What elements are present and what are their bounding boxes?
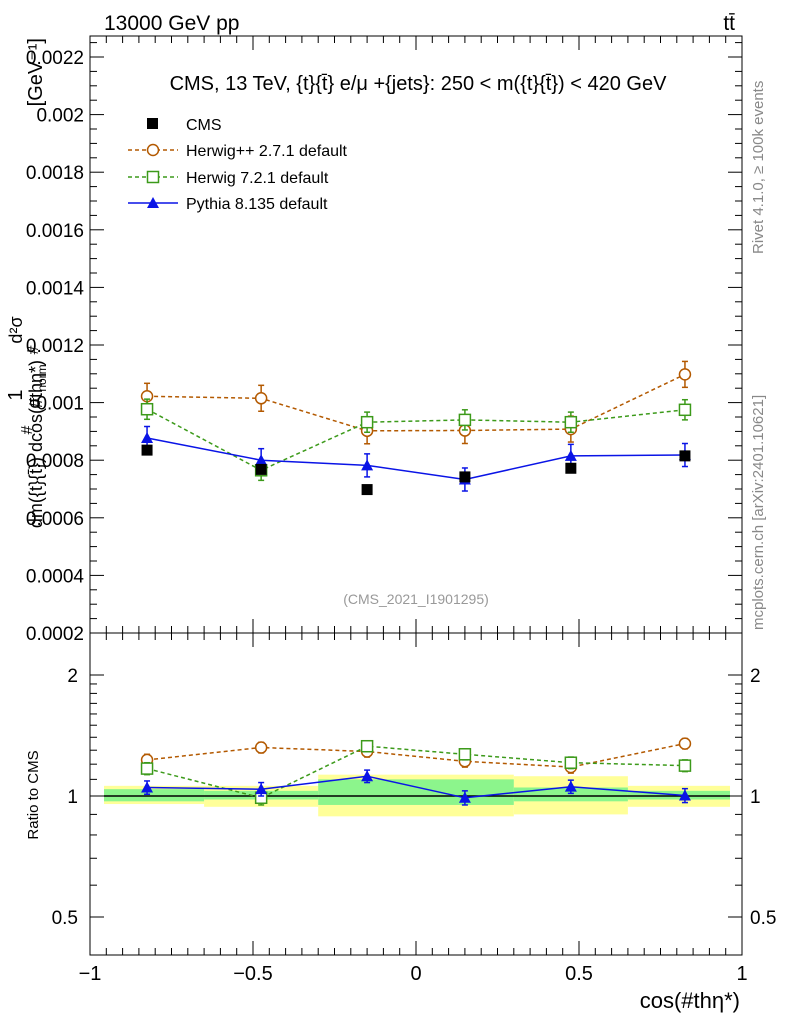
y-label-one: 1 [5, 389, 27, 400]
y-label-hash-1: # [19, 425, 36, 434]
x-tick-label: 0.5 [565, 963, 593, 985]
legend-entry-herwig7: Herwig 7.2.1 default [128, 170, 329, 187]
data-point-herwigpp [254, 392, 268, 405]
data-point-pythia [141, 781, 154, 793]
series-line-herwigpp [147, 742, 686, 768]
ratio-y-tick-label-right: 1 [750, 787, 761, 808]
y-tick-label: 0.002 [36, 106, 84, 127]
data-point-pythia [678, 789, 691, 801]
analysis-id: (CMS_2021_I1901295) [343, 591, 489, 607]
y-label-denominator: dm({t}{t̄}) dcos(#thη*) [26, 360, 46, 528]
legend-label-herwig7: Herwig 7.2.1 default [186, 170, 329, 187]
legend-marker-herwig7 [146, 170, 160, 184]
y-label-units: [GeV⁻¹] [25, 38, 47, 106]
y-label-hash-2: # [25, 345, 42, 354]
y-tick-label: 0.0022 [26, 48, 84, 69]
y-tick-label: 0.0016 [26, 221, 84, 242]
data-point-herwigpp [678, 737, 692, 750]
y-tick-label: 0.001 [36, 394, 84, 415]
band-inner [318, 779, 514, 805]
legend-marker-herwigpp [146, 143, 160, 157]
series-line-herwig7 [146, 408, 685, 472]
mcplots-label: mcplots.cern.ch [arXiv:2401.10621] [750, 395, 767, 630]
main-y-axis-label: [GeV⁻¹] dm({t}{t̄}) dcos(#thη*) 1 σ norm… [5, 38, 49, 528]
legend-label-pythia: Pythia 8.135 default [186, 196, 328, 213]
x-tick-label: −0.5 [233, 963, 272, 985]
data-point-pythia [361, 459, 374, 471]
y-tick-label: 0.0006 [26, 509, 84, 530]
x-tick-label: 1 [736, 963, 747, 985]
legend-entry-herwigpp: Herwig++ 2.7.1 default [128, 143, 348, 160]
x-axis-label: cos(#thη*) [640, 988, 740, 1013]
legend-marker-pythia [147, 197, 159, 208]
data-point-herwig7 [458, 748, 472, 761]
y-tick-label: 0.0008 [26, 451, 84, 472]
ratio-y-label: Ratio to CMS [25, 750, 42, 839]
legend: CMS Herwig++ 2.7.1 default Herwig 7.2.1 … [128, 117, 348, 213]
ratio-y-tick-label: 0.5 [52, 908, 78, 929]
data-point-herwig7 [678, 759, 692, 772]
legend-marker-cms [147, 118, 158, 129]
ratio-axes: 0.5 0.5 1 1 2 2 −1 −0.5 0 0.5 1 [52, 633, 776, 985]
data-point-herwig7 [360, 415, 374, 429]
legend-entry-pythia: Pythia 8.135 default [128, 196, 328, 213]
legend-label-cms: CMS [186, 117, 222, 134]
y-label-norm: norm [35, 364, 49, 391]
data-point-herwig7 [458, 413, 472, 427]
y-tick-label: 0.0018 [26, 163, 84, 184]
y-tick-label: 0.0002 [26, 624, 84, 645]
data-point-pythia [564, 780, 577, 792]
data-point-cms [459, 471, 471, 483]
data-point-cms [141, 444, 153, 456]
ratio-y-tick-label-right: 2 [750, 666, 761, 687]
y-label-numerator: d²σ [6, 316, 26, 343]
y-tick-label: 0.0004 [26, 566, 85, 587]
data-point-pythia [255, 454, 268, 466]
data-point-herwig7 [140, 762, 154, 775]
data-point-cms [361, 484, 373, 496]
y-tick-label: 0.0012 [26, 336, 84, 357]
data-point-pythia [255, 783, 268, 795]
chart-title: CMS, 13 TeV, {t}{t̄} e/μ +{jets}: 250 < … [170, 73, 668, 95]
ratio-y-tick-label-right: 0.5 [750, 908, 776, 929]
legend-label-herwigpp: Herwig++ 2.7.1 default [186, 143, 348, 160]
data-point-herwig7 [678, 403, 692, 417]
data-point-cms [565, 462, 577, 474]
rivet-version-label: Rivet 4.1.0, ≥ 100k events [750, 81, 767, 254]
legend-entry-cms: CMS [147, 117, 222, 134]
data-point-herwig7 [564, 756, 578, 769]
y-tick-label: 0.0014 [26, 278, 85, 299]
series-line-herwigpp [147, 373, 686, 432]
data-point-herwig7 [140, 402, 154, 416]
band-inner [513, 787, 628, 802]
data-point-herwig7 [360, 739, 374, 753]
data-point-herwig7 [564, 415, 578, 429]
band-inner [104, 789, 205, 802]
ratio-y-tick-label: 2 [67, 666, 78, 687]
data-point-pythia [141, 432, 154, 444]
ratio-data-layer [140, 737, 692, 806]
data-point-pythia [361, 770, 374, 782]
x-tick-label: 0 [410, 963, 421, 985]
data-point-herwigpp [678, 368, 692, 381]
data-point-pythia [458, 791, 471, 803]
series-line-herwig7 [146, 745, 685, 799]
data-point-cms [679, 450, 691, 462]
series-line-pythia [146, 437, 685, 481]
energy-label: 13000 GeV pp [104, 12, 239, 35]
data-point-cms [255, 463, 267, 475]
x-tick-label: −1 [79, 963, 102, 985]
data-point-pythia [564, 449, 577, 461]
data-point-herwigpp [254, 741, 268, 754]
y-label-sigma: σ [24, 397, 44, 408]
main-x-axis-ticks [89, 36, 743, 633]
main-data-layer [140, 360, 692, 496]
ratio-y-tick-label: 1 [67, 787, 78, 808]
main-y-axis: 0.0002 0.0004 0.0006 0.0008 0.001 0.0012 0.001… [26, 42, 742, 645]
series-line-pythia [147, 775, 685, 799]
process-label: tt̄ [723, 12, 735, 35]
